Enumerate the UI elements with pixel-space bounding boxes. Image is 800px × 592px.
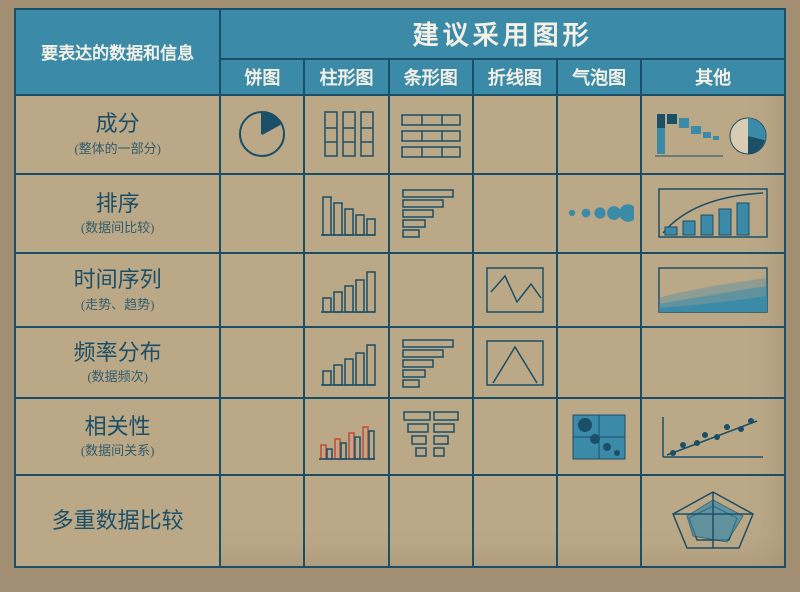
row-header-2: 时间序列(走势、趋势) bbox=[15, 253, 220, 327]
cell-4-5 bbox=[641, 398, 785, 475]
cell-1-1 bbox=[304, 174, 388, 253]
row-header-3: 频率分布(数据频次) bbox=[15, 327, 220, 399]
col-header-5: 其他 bbox=[641, 59, 785, 95]
row-header-5: 多重数据比较 bbox=[15, 475, 220, 567]
col-header-3: 折线图 bbox=[473, 59, 557, 95]
chart-selection-table: a数据分析网 要表达的数据和信息 建议采用图形 饼图柱形图条形图折线图气泡图其他… bbox=[14, 8, 786, 568]
cell-4-4 bbox=[557, 398, 641, 475]
row-1: 排序(数据间比较) bbox=[15, 174, 785, 253]
cell-1-0 bbox=[220, 174, 304, 253]
cell-0-0 bbox=[220, 95, 304, 174]
cell-0-3 bbox=[473, 95, 557, 174]
cell-5-3 bbox=[473, 475, 557, 567]
cell-2-1 bbox=[304, 253, 388, 327]
cell-5-4 bbox=[557, 475, 641, 567]
cell-1-3 bbox=[473, 174, 557, 253]
cell-3-2 bbox=[389, 327, 473, 399]
cell-4-0 bbox=[220, 398, 304, 475]
cell-3-0 bbox=[220, 327, 304, 399]
cell-5-5 bbox=[641, 475, 785, 567]
cell-1-5 bbox=[641, 174, 785, 253]
row-4: 相关性(数据间关系) bbox=[15, 398, 785, 475]
cell-2-0 bbox=[220, 253, 304, 327]
cell-4-3 bbox=[473, 398, 557, 475]
cell-3-4 bbox=[557, 327, 641, 399]
row-3: 频率分布(数据频次) bbox=[15, 327, 785, 399]
cell-4-2 bbox=[389, 398, 473, 475]
cell-1-4 bbox=[557, 174, 641, 253]
cell-1-2 bbox=[389, 174, 473, 253]
row-2: 时间序列(走势、趋势) bbox=[15, 253, 785, 327]
cell-0-1 bbox=[304, 95, 388, 174]
col-header-2: 条形图 bbox=[389, 59, 473, 95]
row-header-0: 成分(整体的一部分) bbox=[15, 95, 220, 174]
row-0: 成分(整体的一部分) bbox=[15, 95, 785, 174]
cell-2-4 bbox=[557, 253, 641, 327]
cell-0-2 bbox=[389, 95, 473, 174]
col-header-1: 柱形图 bbox=[304, 59, 388, 95]
cell-0-4 bbox=[557, 95, 641, 174]
cell-5-1 bbox=[304, 475, 388, 567]
cell-2-5 bbox=[641, 253, 785, 327]
cell-2-2 bbox=[389, 253, 473, 327]
col-header-0: 饼图 bbox=[220, 59, 304, 95]
chart-table: 要表达的数据和信息 建议采用图形 饼图柱形图条形图折线图气泡图其他 成分(整体的… bbox=[14, 8, 786, 568]
cell-4-1 bbox=[304, 398, 388, 475]
row-header-4: 相关性(数据间关系) bbox=[15, 398, 220, 475]
cell-3-5 bbox=[641, 327, 785, 399]
cell-0-5 bbox=[641, 95, 785, 174]
row-5: 多重数据比较 bbox=[15, 475, 785, 567]
cell-2-3 bbox=[473, 253, 557, 327]
top-header: 建议采用图形 bbox=[220, 9, 785, 59]
col-header-4: 气泡图 bbox=[557, 59, 641, 95]
cell-5-2 bbox=[389, 475, 473, 567]
cell-3-3 bbox=[473, 327, 557, 399]
cell-3-1 bbox=[304, 327, 388, 399]
row-header-1: 排序(数据间比较) bbox=[15, 174, 220, 253]
cell-5-0 bbox=[220, 475, 304, 567]
corner-header: 要表达的数据和信息 bbox=[15, 9, 220, 95]
